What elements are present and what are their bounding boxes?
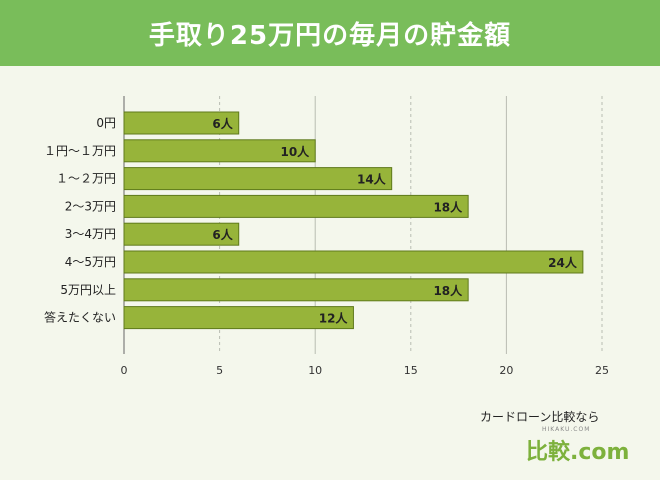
x-tick-label: 5 <box>216 364 223 377</box>
data-label: 18人 <box>433 283 463 298</box>
bar <box>123 306 354 330</box>
category-label: 答えたくない <box>44 310 116 325</box>
category-label: 3〜4万円 <box>65 227 116 241</box>
x-tick-label: 25 <box>595 364 609 377</box>
x-tick-label: 0 <box>121 364 128 377</box>
bar <box>123 139 316 163</box>
data-label: 14人 <box>357 172 387 187</box>
bar <box>123 278 469 302</box>
bar <box>123 167 393 191</box>
bar <box>123 111 240 135</box>
logo-small-text: HIKAKU.COM <box>542 426 591 433</box>
logo-tagline: カードローン比較なら <box>480 410 600 424</box>
category-label: １〜２万円 <box>56 172 116 186</box>
x-tick-label: 15 <box>404 364 418 377</box>
category-label: 5万円以上 <box>60 283 116 297</box>
data-label: 18人 <box>433 199 463 214</box>
category-label: 0円 <box>96 116 116 130</box>
bar <box>123 250 584 274</box>
bar <box>123 222 240 246</box>
data-label: 12人 <box>319 311 349 326</box>
x-tick-label: 10 <box>308 364 322 377</box>
category-label: 2〜3万円 <box>65 199 116 213</box>
bar-chart: 0 5 10 15 20 25 0円 6人 １円〜１万円 10人 １〜２万円 14人 2〜3万円 18人 3… <box>44 96 609 377</box>
data-label: 10人 <box>280 144 310 159</box>
title-banner: 手取り25万円の毎月の貯金額 <box>0 0 660 66</box>
x-tick-label: 20 <box>499 364 513 377</box>
data-label: 6人 <box>212 227 233 242</box>
data-label: 6人 <box>212 116 233 131</box>
logo-name: 比較.com <box>526 440 630 465</box>
category-label: １円〜１万円 <box>44 144 116 158</box>
category-label: 4〜5万円 <box>65 255 116 269</box>
bar <box>123 194 469 218</box>
chart-title: 手取り25万円の毎月の貯金額 <box>148 20 512 51</box>
site-logo[interactable]: カードローン比較なら HIKAKU.COM 比較.com <box>480 408 650 472</box>
data-label: 24人 <box>548 255 578 270</box>
